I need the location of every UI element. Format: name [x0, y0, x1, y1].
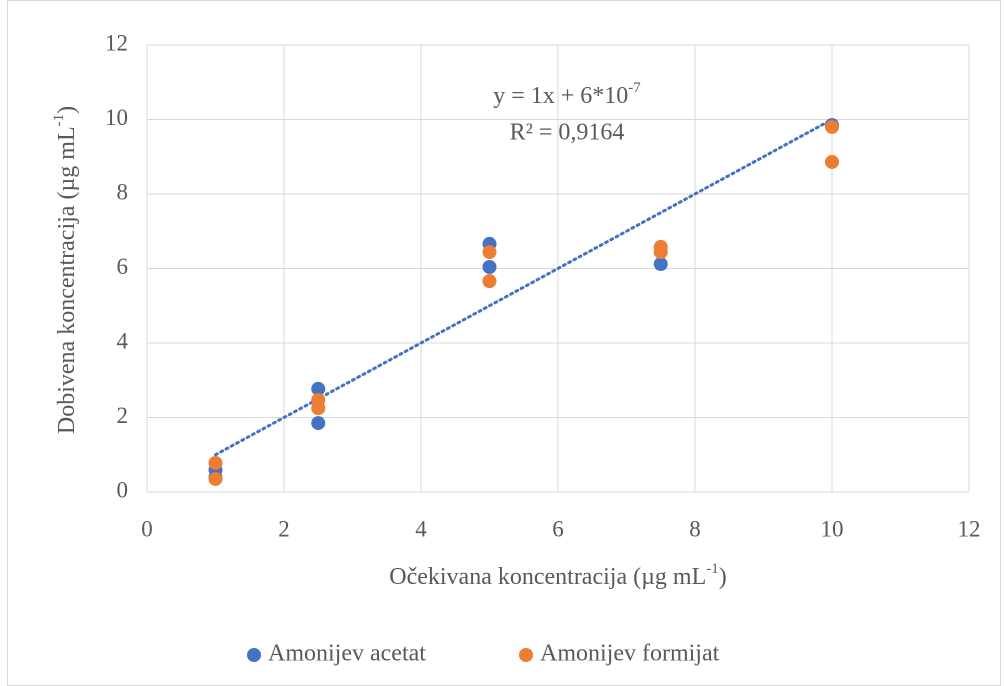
x-label-text: Očekivana koncentracija (µg mL	[389, 564, 706, 590]
data-point	[208, 455, 223, 470]
legend-label: Amonijev formijat	[540, 641, 720, 667]
y-label-sup: -1	[51, 114, 67, 127]
y-label-text: )	[54, 106, 80, 114]
data-point	[311, 416, 326, 431]
y-tick-label: 10	[105, 105, 128, 130]
trendline-equation: y = 1x + 6*10-7	[493, 80, 641, 108]
equation-text: y = 1x + 6*10	[493, 83, 628, 109]
x-axis-label: Očekivana koncentracija (µg mL-1)	[389, 561, 727, 589]
x-tick-label: 10	[821, 516, 844, 541]
x-tick-label: 2	[278, 516, 290, 541]
data-point	[311, 381, 326, 396]
data-point	[482, 260, 497, 275]
x-label-text: )	[719, 564, 727, 590]
equation-sup: -7	[628, 80, 641, 96]
x-tick-label: 4	[415, 516, 427, 541]
x-tick-label: 8	[689, 516, 701, 541]
y-tick-label: 12	[105, 30, 128, 55]
x-tick-label: 0	[141, 516, 153, 541]
y-tick-label: 2	[117, 403, 129, 428]
data-point	[825, 154, 839, 169]
y-axis-label: Dobivena koncentracija (µg mL-1)	[51, 106, 79, 434]
x-label-sup: -1	[706, 561, 719, 577]
data-point	[208, 471, 223, 486]
legend-marker	[247, 648, 261, 662]
legend-marker	[519, 648, 533, 662]
trendline-r2: R² = 0,9164	[510, 120, 625, 146]
x-tick-label: 12	[958, 516, 981, 541]
y-tick-label: 4	[117, 328, 129, 353]
x-tick-label: 6	[552, 516, 564, 541]
data-point	[311, 401, 326, 416]
data-point	[482, 245, 497, 260]
data-point	[482, 274, 497, 289]
y-tick-label: 6	[117, 254, 129, 279]
y-tick-label: 0	[117, 477, 129, 502]
data-point	[653, 257, 668, 272]
y-tick-label: 8	[117, 179, 129, 204]
legend-label: Amonijev acetat	[268, 641, 426, 667]
data-point	[653, 245, 668, 260]
data-point	[825, 119, 839, 134]
y-label-text: Dobivena koncentracija (µg mL	[54, 126, 80, 434]
